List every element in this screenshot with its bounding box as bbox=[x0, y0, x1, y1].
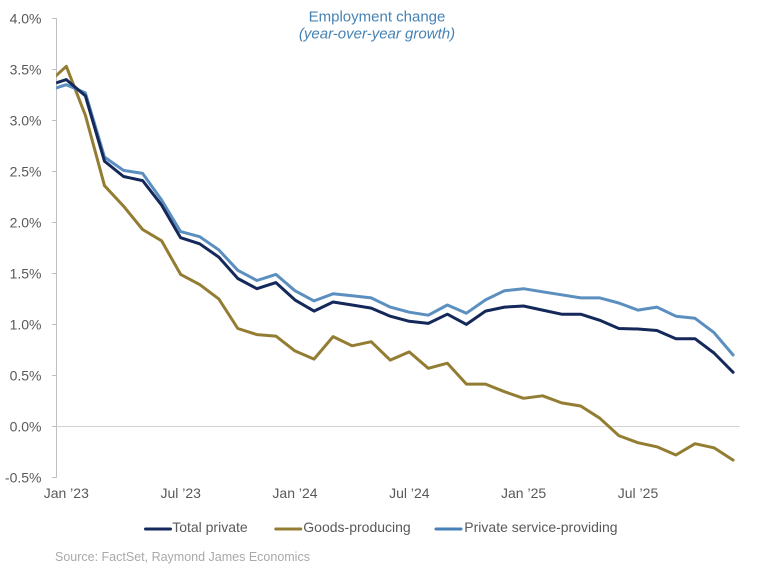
svg-text:0.0%: 0.0% bbox=[10, 418, 42, 434]
svg-text:3.5%: 3.5% bbox=[10, 61, 42, 77]
svg-text:Source: FactSet, Raymond James: Source: FactSet, Raymond James Economics bbox=[55, 550, 310, 564]
svg-text:4.0%: 4.0% bbox=[10, 10, 42, 26]
svg-text:Jul ’25: Jul ’25 bbox=[618, 485, 659, 501]
svg-text:(year-over-year growth): (year-over-year growth) bbox=[299, 26, 455, 43]
svg-text:0.5%: 0.5% bbox=[10, 367, 42, 383]
svg-text:Jan ’23: Jan ’23 bbox=[44, 485, 89, 501]
svg-text:1.5%: 1.5% bbox=[10, 265, 42, 281]
svg-text:3.0%: 3.0% bbox=[10, 112, 42, 128]
svg-text:Employment change: Employment change bbox=[309, 9, 446, 26]
svg-text:Jan ’25: Jan ’25 bbox=[501, 485, 546, 501]
svg-text:-0.5%: -0.5% bbox=[5, 469, 42, 485]
svg-text:Jul ’24: Jul ’24 bbox=[389, 485, 430, 501]
svg-text:Total private: Total private bbox=[172, 519, 248, 535]
svg-text:2.5%: 2.5% bbox=[10, 163, 42, 179]
svg-text:2.0%: 2.0% bbox=[10, 214, 42, 230]
svg-text:Private service-providing: Private service-providing bbox=[464, 519, 617, 535]
svg-text:1.0%: 1.0% bbox=[10, 316, 42, 332]
svg-text:Goods-producing: Goods-producing bbox=[303, 519, 410, 535]
svg-text:Jul ’23: Jul ’23 bbox=[160, 485, 201, 501]
svg-text:Jan ’24: Jan ’24 bbox=[272, 485, 317, 501]
